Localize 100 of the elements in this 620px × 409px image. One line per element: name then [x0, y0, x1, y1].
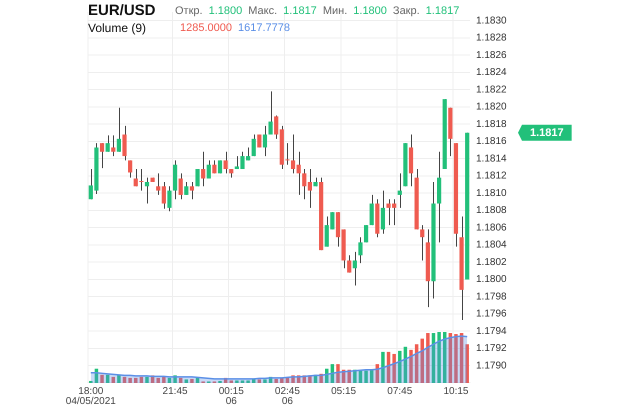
chart-title: Volume (9) — [88, 21, 146, 35]
x-tick-label: 21:45 — [162, 386, 188, 397]
bar — [336, 364, 340, 383]
candlestick — [106, 134, 110, 152]
y-tick-label: 1.1824 — [476, 67, 508, 78]
candlestick — [195, 168, 200, 187]
candlestick — [144, 177, 150, 204]
candlestick — [178, 172, 183, 200]
y-tick-label: 1.1800 — [476, 274, 508, 286]
bar — [235, 380, 239, 383]
candlestick — [111, 134, 116, 157]
y-tick-label: 1.1820 — [476, 102, 508, 113]
candlestick — [100, 142, 104, 169]
y-tick-label: 1.1822 — [476, 84, 508, 96]
bar — [190, 378, 194, 383]
y-tick-label: 1.1792 — [476, 343, 508, 354]
bar — [358, 370, 362, 383]
bar — [178, 378, 182, 383]
bar — [145, 376, 149, 383]
candlestick — [201, 151, 206, 187]
bar — [286, 378, 290, 383]
bar — [122, 376, 126, 383]
candlestick — [128, 160, 132, 178]
y-tick-label: 1.1814 — [476, 153, 508, 164]
bar — [112, 376, 116, 383]
bar — [230, 380, 233, 383]
bar — [432, 333, 436, 383]
annotation: 1.1800 — [353, 5, 387, 17]
annotation: Откр. — [175, 5, 203, 17]
candlestick — [420, 224, 424, 261]
candlestick — [184, 181, 188, 196]
bar — [330, 364, 334, 383]
bar — [252, 379, 256, 383]
candlestick — [224, 151, 228, 174]
bar — [376, 364, 380, 383]
annotation: 1.1800 — [208, 5, 242, 17]
bar — [246, 380, 250, 383]
candlestick — [364, 224, 368, 243]
candlestick — [122, 125, 127, 161]
bar — [392, 354, 396, 383]
bar — [196, 378, 200, 383]
bar — [134, 378, 138, 383]
candlestick — [167, 186, 172, 212]
x-tick-label: 00:15 06 — [218, 386, 244, 407]
bar — [442, 332, 446, 383]
x-tick-label: 18:00 04/05/2021 — [66, 386, 116, 407]
y-tick-label: 1.1802 — [476, 256, 508, 268]
bar — [386, 352, 390, 383]
candlestick — [398, 172, 402, 208]
annotation: Мин. — [322, 5, 348, 17]
x-tick-label: 07:45 — [387, 386, 413, 397]
bar — [156, 378, 160, 383]
y-tick-label: 1.1806 — [476, 222, 508, 234]
y-tick-label: 1.1808 — [476, 205, 508, 216]
y-tick-label: 1.1798 — [476, 291, 508, 302]
annotation: 1.1817 — [426, 5, 460, 17]
candlestick — [206, 160, 211, 180]
bar — [448, 333, 452, 383]
y-tick-label: 1.1804 — [476, 240, 508, 251]
y-tick-label: 1.1818 — [476, 118, 508, 130]
y-tick-label: 1.1828 — [476, 32, 508, 44]
candlestick — [370, 194, 374, 226]
annotation: 1617.7778 — [238, 22, 290, 34]
candlestick — [218, 160, 222, 174]
bar — [168, 378, 172, 383]
bar — [420, 338, 424, 383]
bar — [414, 344, 418, 383]
y-tick-label: 1.1810 — [476, 188, 508, 199]
x-tick-label: 05:15 — [331, 386, 357, 397]
y-tick-label: 1.1812 — [476, 170, 508, 182]
bar — [454, 334, 458, 383]
candlestick — [347, 254, 352, 274]
y-tick-label: 1.1796 — [476, 308, 508, 320]
annotation: 1.1817 — [283, 5, 317, 17]
annotation: Закр. — [392, 5, 420, 17]
bar — [184, 379, 188, 383]
bar — [258, 379, 262, 383]
bar — [409, 350, 413, 383]
y-tick-label: 1.1816 — [476, 136, 508, 148]
bar — [162, 376, 166, 383]
bar — [381, 352, 385, 383]
candlestick — [358, 236, 363, 264]
bar — [140, 376, 144, 383]
candlestick — [212, 160, 217, 174]
y-tick-label: 1.1790 — [476, 360, 508, 372]
bar — [106, 374, 110, 383]
candlestick — [380, 190, 386, 234]
candlestick — [116, 107, 122, 152]
bar — [117, 374, 121, 383]
chart-title: EUR/USD — [88, 2, 156, 19]
bar — [364, 370, 368, 383]
candlestick — [257, 134, 262, 148]
annotation: 1285.0000 — [180, 22, 232, 34]
x-tick-label: 02:45 06 — [274, 386, 300, 407]
bar — [398, 350, 402, 383]
bar — [460, 333, 464, 383]
y-tick-label: 1.1826 — [476, 50, 508, 61]
bar — [128, 378, 132, 383]
bar — [274, 378, 278, 383]
y-tick-label: 1.1794 — [476, 326, 508, 337]
